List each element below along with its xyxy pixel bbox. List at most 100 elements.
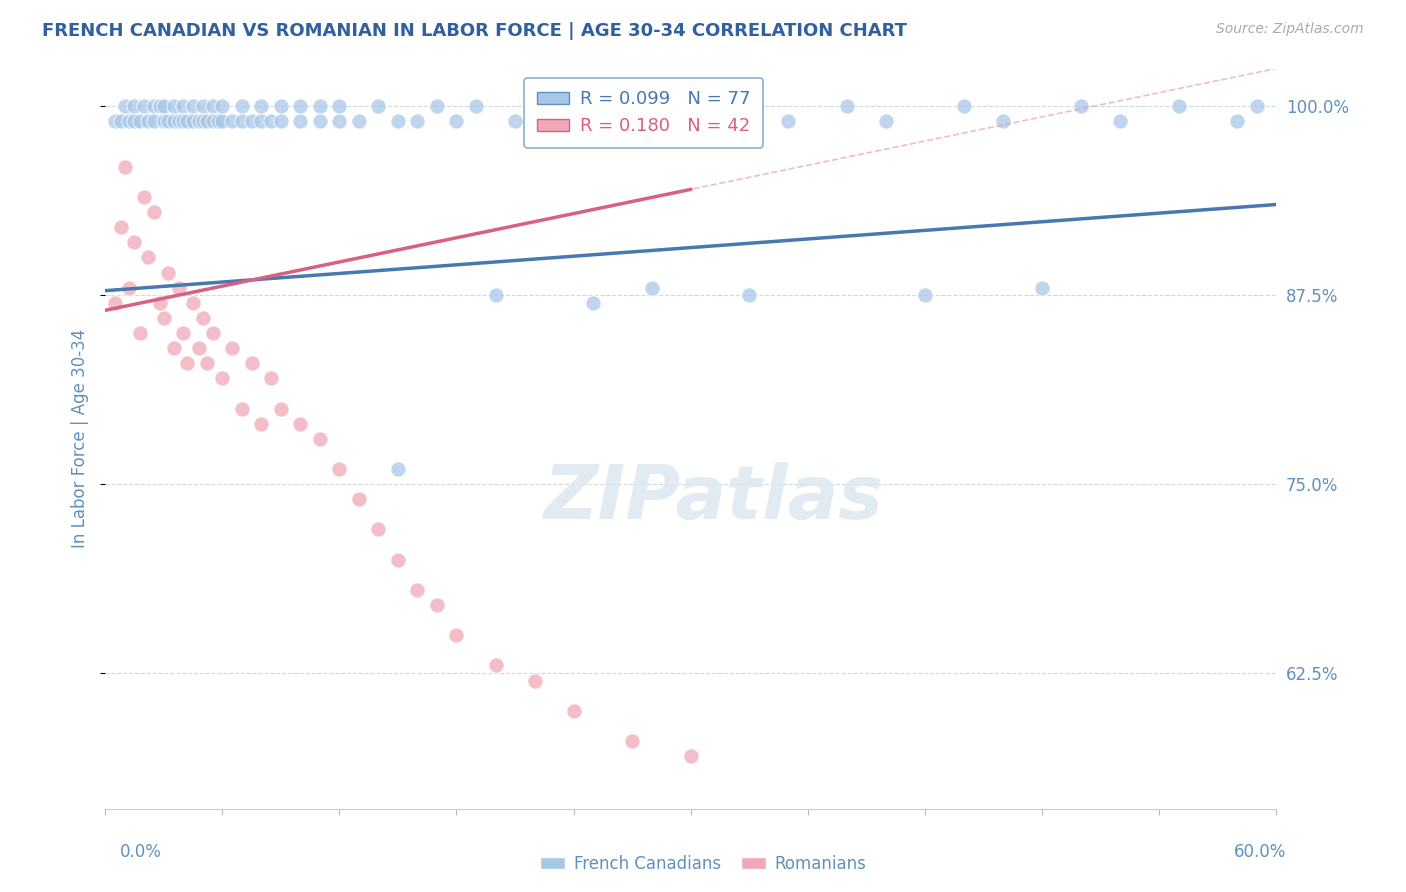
- Point: [187, 341, 209, 355]
- Point: [270, 401, 292, 416]
- Point: [953, 99, 976, 113]
- Point: [117, 114, 139, 128]
- Point: [290, 99, 312, 113]
- Point: [176, 114, 198, 128]
- Point: [367, 523, 389, 537]
- Point: [149, 99, 172, 113]
- Point: [778, 114, 800, 128]
- Point: [162, 341, 184, 355]
- Point: [129, 326, 152, 340]
- Point: [718, 99, 741, 113]
- Point: [309, 99, 332, 113]
- Point: [1226, 114, 1249, 128]
- Point: [134, 190, 156, 204]
- Point: [562, 114, 585, 128]
- Point: [149, 295, 172, 310]
- Point: [1031, 280, 1053, 294]
- Point: [136, 114, 159, 128]
- Point: [523, 673, 546, 688]
- Point: [195, 114, 218, 128]
- Point: [1167, 99, 1189, 113]
- Point: [172, 99, 194, 113]
- Point: [169, 114, 191, 128]
- Point: [136, 251, 159, 265]
- Point: [104, 114, 127, 128]
- Point: [117, 280, 139, 294]
- Point: [640, 280, 662, 294]
- Point: [260, 114, 283, 128]
- Point: [124, 235, 146, 250]
- Point: [176, 356, 198, 370]
- Point: [260, 371, 283, 385]
- Point: [191, 310, 214, 325]
- Point: [129, 114, 152, 128]
- Point: [446, 628, 468, 642]
- Point: [406, 582, 429, 597]
- Point: [191, 99, 214, 113]
- Point: [621, 734, 644, 748]
- Point: [250, 417, 273, 431]
- Point: [104, 295, 127, 310]
- Text: 0.0%: 0.0%: [120, 843, 162, 861]
- Point: [195, 356, 218, 370]
- Point: [114, 160, 136, 174]
- Point: [162, 114, 184, 128]
- Point: [221, 114, 243, 128]
- Text: ZIPatlas: ZIPatlas: [544, 461, 884, 534]
- Point: [328, 99, 350, 113]
- Point: [143, 205, 166, 219]
- Point: [1246, 99, 1268, 113]
- Point: [602, 99, 624, 113]
- Point: [124, 114, 146, 128]
- Point: [231, 401, 253, 416]
- Point: [110, 220, 132, 235]
- Point: [201, 99, 224, 113]
- Point: [221, 341, 243, 355]
- Point: [290, 114, 312, 128]
- Point: [187, 114, 209, 128]
- Point: [679, 114, 702, 128]
- Text: Source: ZipAtlas.com: Source: ZipAtlas.com: [1216, 22, 1364, 37]
- Point: [991, 114, 1014, 128]
- Point: [328, 462, 350, 476]
- Point: [1070, 99, 1092, 113]
- Point: [172, 114, 194, 128]
- Point: [387, 462, 409, 476]
- Point: [250, 99, 273, 113]
- Y-axis label: In Labor Force | Age 30-34: In Labor Force | Age 30-34: [72, 329, 89, 549]
- Point: [503, 114, 526, 128]
- Point: [406, 114, 429, 128]
- Point: [201, 114, 224, 128]
- Point: [309, 432, 332, 446]
- Point: [207, 114, 229, 128]
- Point: [143, 114, 166, 128]
- Point: [152, 99, 174, 113]
- Point: [835, 99, 858, 113]
- Point: [211, 114, 233, 128]
- Text: FRENCH CANADIAN VS ROMANIAN IN LABOR FORCE | AGE 30-34 CORRELATION CHART: FRENCH CANADIAN VS ROMANIAN IN LABOR FOR…: [42, 22, 907, 40]
- Point: [114, 99, 136, 113]
- Legend: R = 0.099   N = 77, R = 0.180   N = 42: R = 0.099 N = 77, R = 0.180 N = 42: [524, 78, 763, 148]
- Point: [134, 99, 156, 113]
- Point: [523, 99, 546, 113]
- Point: [1109, 114, 1132, 128]
- Point: [484, 658, 506, 673]
- Point: [426, 99, 449, 113]
- Point: [152, 114, 174, 128]
- Point: [181, 114, 204, 128]
- Point: [211, 99, 233, 113]
- Point: [387, 552, 409, 566]
- Point: [181, 99, 204, 113]
- Point: [347, 114, 370, 128]
- Point: [347, 492, 370, 507]
- Point: [446, 114, 468, 128]
- Point: [172, 326, 194, 340]
- Point: [231, 99, 253, 113]
- Point: [426, 598, 449, 612]
- Point: [169, 280, 191, 294]
- Point: [290, 417, 312, 431]
- Point: [484, 288, 506, 302]
- Point: [181, 295, 204, 310]
- Legend: French Canadians, Romanians: French Canadians, Romanians: [533, 848, 873, 880]
- Point: [367, 99, 389, 113]
